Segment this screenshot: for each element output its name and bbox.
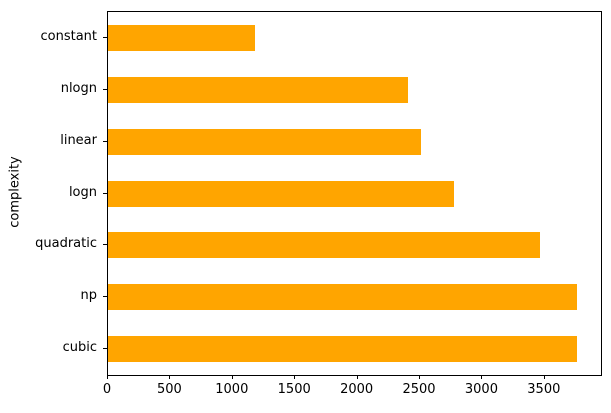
y-tick-label: logn <box>68 185 97 200</box>
x-tick-label: 500 <box>156 382 182 397</box>
x-tick-mark <box>169 375 170 379</box>
y-tick-label: quadratic <box>35 236 97 251</box>
y-tick-mark <box>103 348 107 349</box>
x-tick-mark <box>481 375 482 379</box>
bar-quadratic <box>108 232 540 259</box>
bar-linear <box>108 128 422 155</box>
y-tick-mark <box>103 296 107 297</box>
x-tick-mark <box>294 375 295 379</box>
bar-logn <box>108 180 454 207</box>
y-tick-mark <box>103 37 107 38</box>
x-tick-label: 1500 <box>277 382 311 397</box>
y-tick-mark <box>103 193 107 194</box>
y-tick-label: linear <box>60 133 97 148</box>
x-tick-label: 1000 <box>215 382 249 397</box>
x-tick-label: 0 <box>102 382 112 397</box>
x-tick-mark <box>232 375 233 379</box>
bar-np <box>108 284 578 311</box>
y-tick-label: np <box>80 288 98 303</box>
x-tick-mark <box>107 375 108 379</box>
bar-nlogn <box>108 76 408 103</box>
y-tick-label: constant <box>40 29 97 44</box>
x-tick-label: 2000 <box>340 382 374 397</box>
y-tick-mark <box>103 244 107 245</box>
y-tick-label: cubic <box>62 340 97 355</box>
x-tick-mark <box>357 375 358 379</box>
x-tick-label: 2500 <box>402 382 436 397</box>
plot-area <box>107 11 602 376</box>
x-tick-label: 3000 <box>464 382 498 397</box>
y-tick-label: nlogn <box>60 81 97 96</box>
x-tick-mark <box>544 375 545 379</box>
y-tick-mark <box>103 141 107 142</box>
bar-cubic <box>108 336 578 363</box>
y-tick-mark <box>103 89 107 90</box>
x-tick-mark <box>419 375 420 379</box>
bar-constant <box>108 24 255 51</box>
x-tick-label: 3500 <box>527 382 561 397</box>
